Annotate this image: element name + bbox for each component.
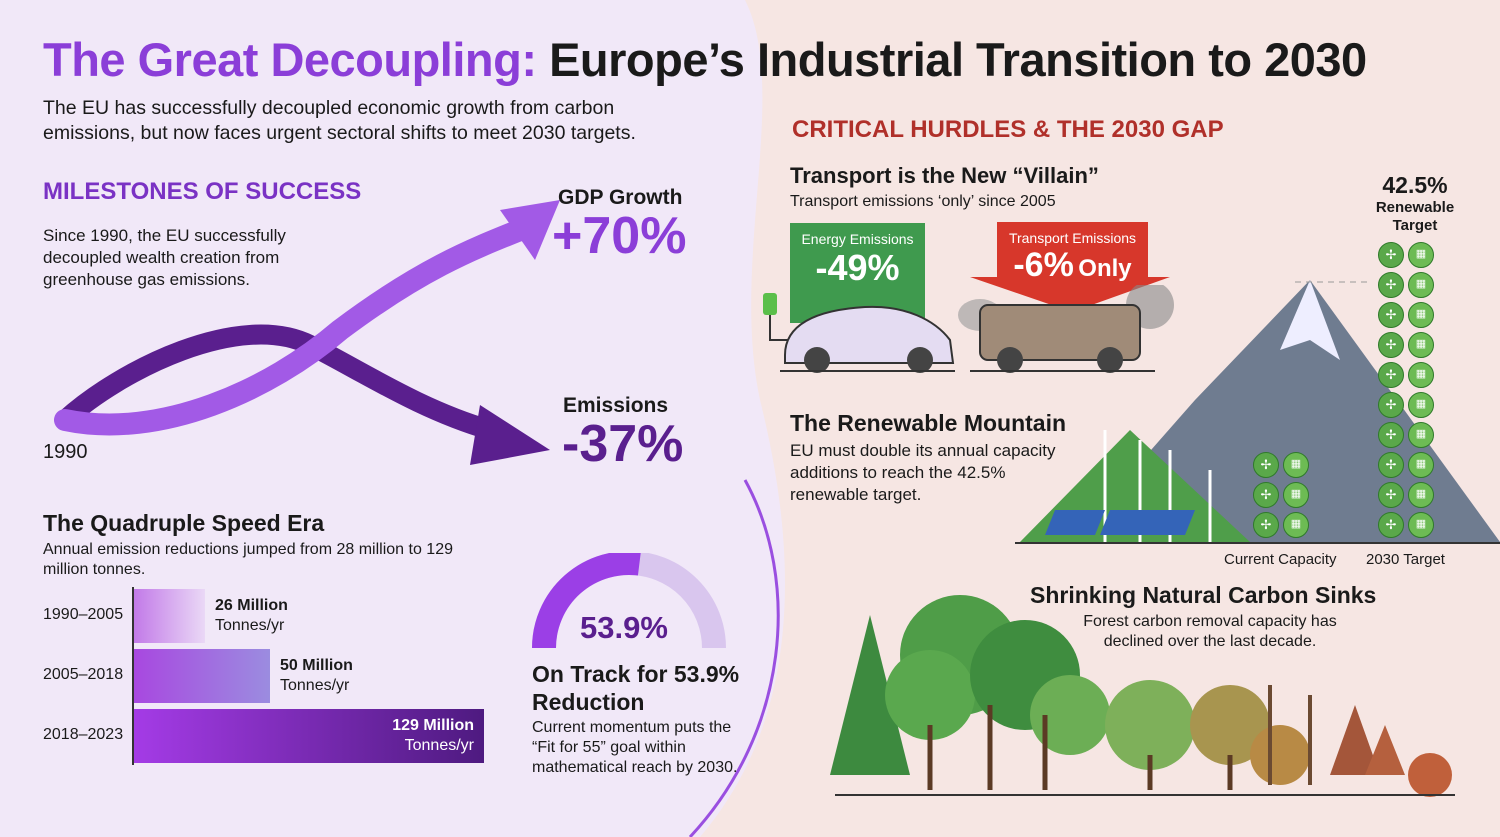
- electric-car-icon: [763, 293, 955, 373]
- bar: [134, 649, 270, 703]
- milestones-text: Since 1990, the EU successfully decouple…: [43, 226, 286, 289]
- gauge-value: 53.9%: [580, 610, 668, 645]
- bar-value-label: 50 Million Tonnes/yr: [280, 657, 353, 694]
- target-label: Renewable Target: [1375, 199, 1455, 234]
- transport-value: -6%: [1013, 246, 1074, 284]
- gdp-arrow: [54, 219, 531, 436]
- solar-panel-icon: ▦: [1408, 392, 1434, 418]
- transport-heading: Transport is the New “Villain”: [790, 163, 1099, 188]
- transport-suffix: Only: [1078, 255, 1132, 282]
- wind-turbine-icon: ✢: [1378, 362, 1404, 388]
- solar-panel-icon: ▦: [1408, 332, 1434, 358]
- wind-turbine-icon: ✢: [1253, 512, 1279, 538]
- gauge: [532, 553, 726, 649]
- bar: [134, 709, 484, 763]
- solar-panel-icon: ▦: [1408, 272, 1434, 298]
- wind-turbine-icon: ✢: [1378, 332, 1404, 358]
- energy-label: Energy Emissions: [801, 231, 914, 247]
- bar-category-label: 2005–2018: [43, 666, 124, 683]
- bar-axis: [132, 587, 134, 765]
- sinks-text: Forest carbon removal capacity has decli…: [1083, 613, 1337, 650]
- mountain-text: EU must double its annual capacity addit…: [790, 441, 1056, 504]
- healthy-trees-icon: [830, 595, 1195, 775]
- wind-turbine-icon: ✢: [1253, 482, 1279, 508]
- declining-trees-icon: [1190, 685, 1452, 797]
- target-capacity-icons: ✢ ▦ ✢ ▦ ✢ ▦ ✢ ▦ ✢ ▦ ✢ ▦ ✢ ▦ ✢ ▦ ✢ ▦ ✢ ▦: [1378, 242, 1434, 538]
- solar-panel-icon: ▦: [1408, 362, 1434, 388]
- wind-turbine-icon: ✢: [1378, 482, 1404, 508]
- bar-category-label: 1990–2005: [43, 606, 124, 623]
- current-capacity-label: Current Capacity: [1224, 551, 1337, 568]
- wind-turbine-icon: ✢: [1378, 302, 1404, 328]
- solar-panel-icon: ▦: [1408, 422, 1434, 448]
- solar-panel-icon: ▦: [1283, 512, 1309, 538]
- gdp-label: GDP Growth: [558, 186, 683, 209]
- transport-text: Transport emissions ‘only’ since 2005: [790, 193, 1056, 210]
- emissions-label: Emissions: [563, 394, 669, 417]
- page-title: The Great Decoupling: Europe’s Industria…: [43, 33, 1367, 86]
- subtitle: The EU has successfully decoupled econom…: [43, 97, 636, 144]
- energy-emissions-card: Energy Emissions -49%: [790, 223, 925, 323]
- solar-panel-icon: ▦: [1283, 452, 1309, 478]
- wind-turbine-icon: ✢: [1378, 452, 1404, 478]
- gauge-heading: On Track for 53.9% Reduction: [532, 661, 740, 715]
- target-value: 42.5%: [1382, 172, 1448, 198]
- solar-panel-icon: ▦: [1283, 482, 1309, 508]
- forest-illustration: [830, 595, 1455, 797]
- gdp-value: +70%: [552, 207, 687, 265]
- emissions-value: -37%: [562, 415, 684, 473]
- target-capacity-label: 2030 Target: [1366, 551, 1445, 568]
- quadruple-heading: The Quadruple Speed Era: [43, 510, 325, 536]
- quadruple-text: Annual emission reductions jumped from 2…: [43, 541, 453, 578]
- solar-panel-icon: ▦: [1408, 302, 1434, 328]
- start-year: 1990: [43, 441, 88, 463]
- bar-value-label: 129 Million Tonnes/yr: [392, 717, 474, 754]
- solar-panels-icon: [1045, 510, 1195, 535]
- current-capacity-icons: ✢ ▦ ✢ ▦ ✢ ▦: [1253, 452, 1309, 538]
- wind-turbine-icon: ✢: [1378, 392, 1404, 418]
- solar-panel-icon: ▦: [1408, 512, 1434, 538]
- transport-card: Transport Emissions -6% Only: [995, 230, 1150, 285]
- sinks-heading: Shrinking Natural Carbon Sinks: [1030, 582, 1377, 608]
- wind-turbine-icon: ✢: [1378, 242, 1404, 268]
- wind-turbine-icon: ✢: [1253, 452, 1279, 478]
- solar-panel-icon: ▦: [1408, 242, 1434, 268]
- mountain-heading: The Renewable Mountain: [790, 410, 1067, 436]
- transport-arrow: [970, 222, 1170, 312]
- transport-label: Transport Emissions: [1008, 230, 1137, 246]
- suv-icon: [958, 285, 1174, 373]
- solar-panel-icon: ▦: [1408, 482, 1434, 508]
- gauge-fill: [532, 553, 641, 649]
- cars-illustration: [763, 285, 1174, 373]
- wind-turbine-icon: ✢: [1378, 272, 1404, 298]
- bar: [134, 589, 205, 643]
- bar-value-label: 26 Million Tonnes/yr: [215, 597, 288, 634]
- hurdles-heading: CRITICAL HURDLES & THE 2030 GAP: [792, 116, 1224, 143]
- gauge-text: Current momentum puts the “Fit for 55” g…: [532, 719, 738, 776]
- bar-category-label: 2018–2023: [43, 726, 124, 743]
- wind-turbine-icon: ✢: [1378, 512, 1404, 538]
- wind-turbine-icon: ✢: [1378, 422, 1404, 448]
- milestones-heading: MILESTONES OF SUCCESS: [43, 178, 362, 205]
- solar-panel-icon: ▦: [1408, 452, 1434, 478]
- energy-value: -49%: [815, 247, 900, 288]
- decoupling-arrows: [54, 200, 560, 465]
